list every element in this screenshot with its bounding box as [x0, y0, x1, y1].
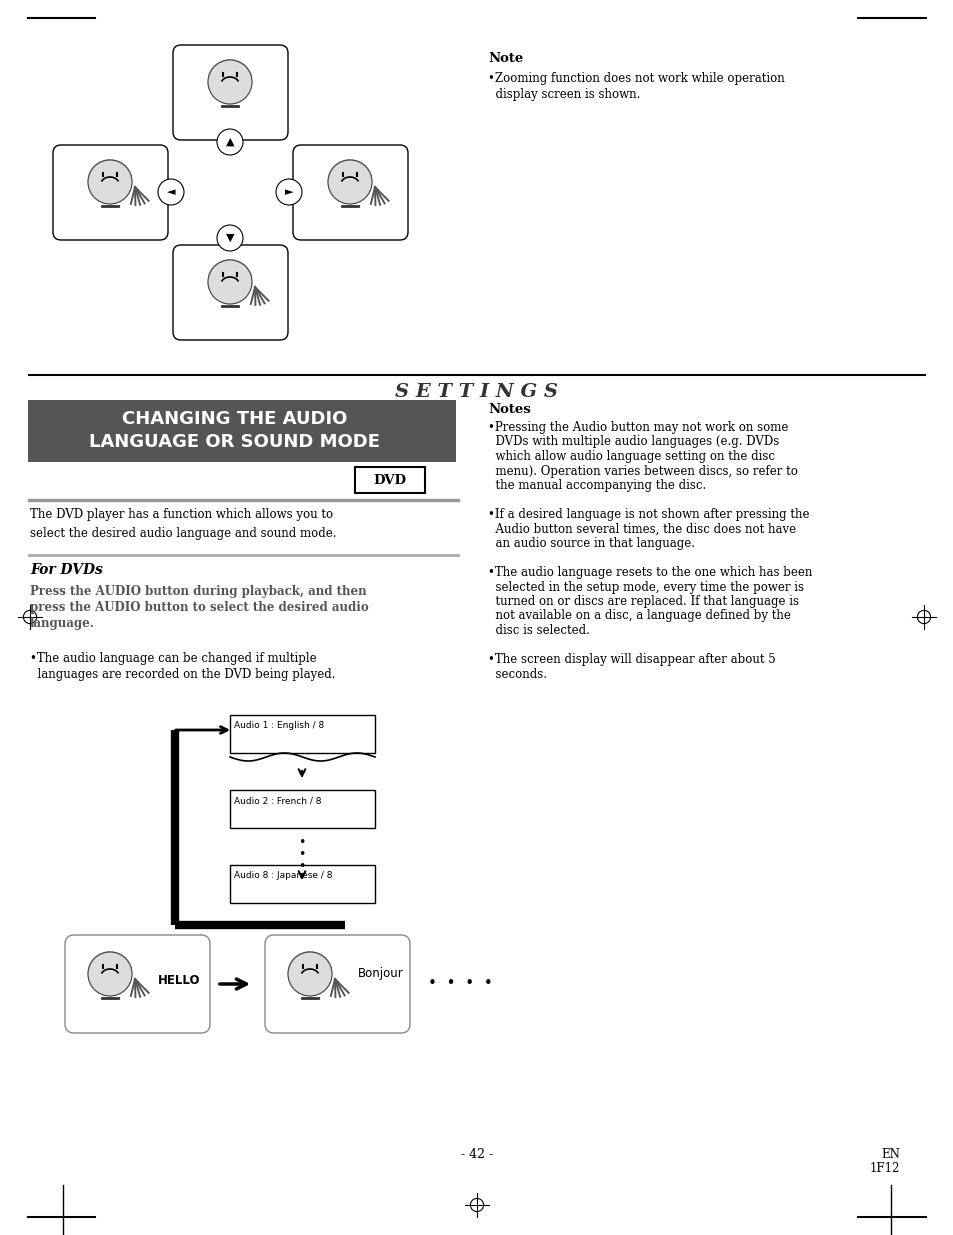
- Circle shape: [208, 261, 252, 304]
- Text: DVDs with multiple audio languages (e.g. DVDs: DVDs with multiple audio languages (e.g.…: [488, 436, 779, 448]
- FancyBboxPatch shape: [265, 935, 410, 1032]
- Text: •The audio language can be changed if multiple: •The audio language can be changed if mu…: [30, 652, 316, 664]
- Text: For DVDs: For DVDs: [30, 563, 103, 577]
- Text: display screen is shown.: display screen is shown.: [488, 88, 639, 101]
- Circle shape: [208, 61, 252, 104]
- Text: •: •: [298, 836, 305, 848]
- Text: •  •  •  •: • • • •: [428, 977, 493, 992]
- Circle shape: [158, 179, 184, 205]
- Text: EN: EN: [881, 1149, 899, 1161]
- Text: •If a desired language is not shown after pressing the: •If a desired language is not shown afte…: [488, 508, 809, 521]
- FancyBboxPatch shape: [230, 790, 375, 827]
- FancyBboxPatch shape: [172, 44, 288, 140]
- Wedge shape: [209, 61, 251, 82]
- Text: disc is selected.: disc is selected.: [488, 624, 589, 637]
- Circle shape: [275, 179, 302, 205]
- Wedge shape: [89, 952, 132, 974]
- Text: CHANGING THE AUDIO: CHANGING THE AUDIO: [122, 410, 347, 429]
- Text: press the AUDIO button to select the desired audio: press the AUDIO button to select the des…: [30, 601, 369, 614]
- Text: the manual accompanying the disc.: the manual accompanying the disc.: [488, 479, 705, 492]
- Text: •: •: [298, 860, 305, 873]
- Circle shape: [88, 952, 132, 995]
- Circle shape: [288, 952, 332, 995]
- Text: Audio 2 : French / 8: Audio 2 : French / 8: [233, 797, 321, 805]
- FancyBboxPatch shape: [53, 144, 168, 240]
- Text: turned on or discs are replaced. If that language is: turned on or discs are replaced. If that…: [488, 595, 799, 608]
- Wedge shape: [89, 161, 132, 182]
- FancyBboxPatch shape: [293, 144, 408, 240]
- Circle shape: [88, 161, 132, 204]
- Circle shape: [216, 128, 243, 156]
- Text: Bonjour: Bonjour: [357, 967, 403, 979]
- Text: Notes: Notes: [488, 403, 530, 416]
- Text: HELLO: HELLO: [158, 973, 200, 987]
- Text: language.: language.: [30, 618, 94, 630]
- Text: not available on a disc, a language defined by the: not available on a disc, a language defi…: [488, 610, 790, 622]
- Text: ►: ►: [284, 186, 293, 198]
- FancyBboxPatch shape: [65, 935, 210, 1032]
- Text: DVD: DVD: [374, 473, 406, 487]
- Text: an audio source in that language.: an audio source in that language.: [488, 537, 695, 550]
- Text: Audio 1 : English / 8: Audio 1 : English / 8: [233, 721, 324, 730]
- Text: selected in the setup mode, every time the power is: selected in the setup mode, every time t…: [488, 580, 803, 594]
- Circle shape: [328, 161, 372, 204]
- Text: ▲: ▲: [226, 137, 234, 147]
- Text: languages are recorded on the DVD being played.: languages are recorded on the DVD being …: [30, 668, 335, 680]
- Wedge shape: [209, 261, 251, 282]
- Text: •Zooming function does not work while operation: •Zooming function does not work while op…: [488, 72, 784, 85]
- FancyBboxPatch shape: [172, 245, 288, 340]
- Text: Audio 8 : Japanese / 8: Audio 8 : Japanese / 8: [233, 871, 333, 881]
- Text: Press the AUDIO button during playback, and then: Press the AUDIO button during playback, …: [30, 585, 366, 598]
- FancyBboxPatch shape: [230, 715, 375, 753]
- Text: - 42 -: - 42 -: [460, 1149, 493, 1161]
- Text: Audio button several times, the disc does not have: Audio button several times, the disc doe…: [488, 522, 796, 536]
- Text: seconds.: seconds.: [488, 667, 546, 680]
- Text: •: •: [298, 848, 305, 861]
- Text: LANGUAGE OR SOUND MODE: LANGUAGE OR SOUND MODE: [90, 433, 380, 451]
- Text: which allow audio language setting on the disc: which allow audio language setting on th…: [488, 450, 774, 463]
- Text: S E T T I N G S: S E T T I N G S: [395, 383, 558, 401]
- FancyBboxPatch shape: [28, 400, 456, 462]
- FancyBboxPatch shape: [355, 467, 424, 493]
- Text: The DVD player has a function which allows you to
select the desired audio langu: The DVD player has a function which allo…: [30, 508, 336, 540]
- Text: 1F12: 1F12: [869, 1162, 899, 1174]
- Text: •The audio language resets to the one which has been: •The audio language resets to the one wh…: [488, 566, 812, 579]
- Text: ▼: ▼: [226, 233, 234, 243]
- Wedge shape: [329, 161, 371, 182]
- Text: menu). Operation varies between discs, so refer to: menu). Operation varies between discs, s…: [488, 464, 797, 478]
- Circle shape: [216, 225, 243, 251]
- Text: Note: Note: [488, 52, 522, 65]
- Wedge shape: [289, 952, 331, 974]
- Text: •Pressing the Audio button may not work on some: •Pressing the Audio button may not work …: [488, 421, 787, 433]
- Text: •The screen display will disappear after about 5: •The screen display will disappear after…: [488, 653, 775, 666]
- Text: ◄: ◄: [167, 186, 175, 198]
- FancyBboxPatch shape: [230, 864, 375, 903]
